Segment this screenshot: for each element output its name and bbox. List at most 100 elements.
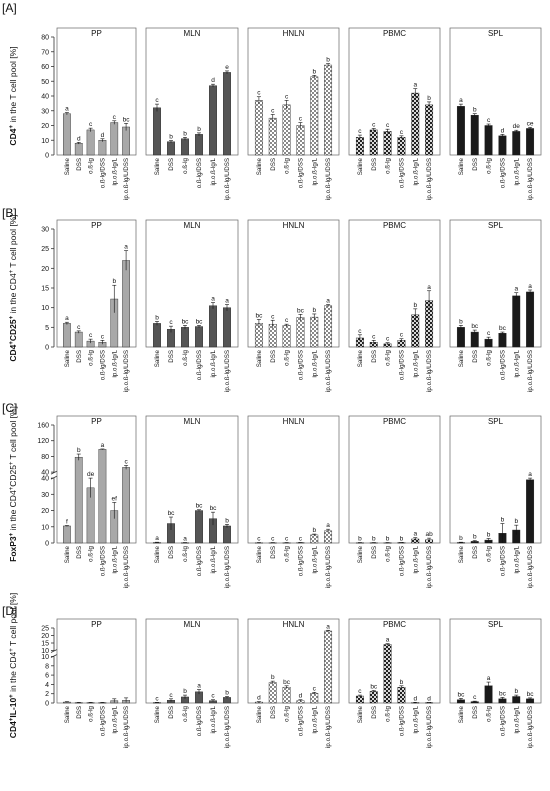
x-tick-label: ip.o.ß-lg/L bbox=[412, 349, 419, 377]
x-tick-label: o.ß-lg/DSS bbox=[499, 706, 506, 736]
chart-panel-d: [D]CD4+IL-10+ in the CD4+ T cell pool [%… bbox=[2, 593, 542, 748]
bar bbox=[397, 686, 406, 704]
significance-letter: f bbox=[66, 518, 68, 525]
x-tick-label: ip.o.ß-lg/L bbox=[111, 157, 118, 185]
x-tick-label: o.ß-lg/DSS bbox=[99, 706, 106, 736]
significance-letter: b bbox=[169, 134, 173, 141]
x-tick-label: DSS bbox=[168, 158, 175, 171]
x-tick-label: ip.o.ß-lg/L bbox=[513, 545, 520, 573]
x-tick-label: Saline bbox=[64, 545, 71, 563]
tissue-title: SPL bbox=[488, 417, 504, 426]
y-tick-label: 10 bbox=[41, 305, 49, 312]
x-tick-label: o.ß-lg bbox=[385, 349, 392, 365]
x-tick-label: o.ß-lg bbox=[284, 545, 291, 561]
tissue-title: MLN bbox=[184, 29, 201, 38]
significance-letter: bc bbox=[196, 318, 204, 325]
x-tick-label: Saline bbox=[458, 545, 465, 563]
x-tick-label: o.ß-lg bbox=[88, 157, 95, 173]
x-tick-label: ip.o.ß-lg/L bbox=[210, 349, 217, 377]
tissue-title: MLN bbox=[184, 620, 201, 629]
significance-letter: c bbox=[358, 128, 362, 135]
axis-break-mark bbox=[50, 475, 58, 480]
x-tick-label: o.ß-lg bbox=[182, 705, 189, 721]
significance-letter: bc bbox=[370, 683, 378, 690]
y-tick-label: 15 bbox=[41, 641, 49, 648]
bar bbox=[324, 305, 333, 348]
significance-letter: bc bbox=[168, 510, 176, 517]
y-axis-label: FoxP3+ in the CD4+CD25+ T cell pool [%] bbox=[8, 406, 18, 562]
x-tick-label: ip.o.ß-lg/L bbox=[513, 157, 520, 185]
y-tick-label: 0 bbox=[45, 345, 49, 352]
tissue-title: PBMC bbox=[383, 620, 406, 629]
y-tick-label: 5 bbox=[45, 325, 49, 332]
significance-letter: c bbox=[386, 336, 390, 343]
bar bbox=[526, 128, 535, 156]
bar bbox=[310, 316, 319, 348]
significance-letter: bc bbox=[527, 691, 535, 698]
significance-letter: d bbox=[501, 127, 505, 134]
y-tick-label: 80 bbox=[41, 35, 49, 42]
x-tick-label: DSS bbox=[168, 350, 175, 363]
x-tick-label: ip.o.ß-lg/L bbox=[311, 349, 318, 377]
bar bbox=[470, 331, 479, 348]
x-tick-label: ip.o.ß-lg/L/DSS bbox=[224, 706, 231, 748]
bar bbox=[63, 525, 71, 544]
bar bbox=[369, 129, 378, 156]
bar bbox=[470, 114, 479, 156]
bar bbox=[383, 131, 392, 156]
significance-letter: c bbox=[89, 121, 93, 128]
x-tick-label: o.ß-lg/DSS bbox=[297, 350, 304, 380]
y-tick-label: 20 bbox=[41, 508, 49, 515]
y-tick-label: 40 bbox=[41, 470, 49, 477]
significance-letter: b bbox=[459, 318, 463, 325]
x-tick-label: ip.o.ß-lg/L/DSS bbox=[527, 706, 534, 748]
x-tick-label: o.ß-lg bbox=[182, 545, 189, 561]
tissue-panel-mln: MLN c Saline b DSS b o.ß-lg b o.ß-lg/DSS d ip.o.ß-… bbox=[145, 27, 239, 200]
x-tick-label: ip.o.ß-lg/L/DSS bbox=[527, 158, 534, 200]
x-tick-label: Saline bbox=[64, 705, 71, 723]
bar bbox=[310, 534, 319, 544]
significance-letter: b bbox=[501, 517, 505, 524]
bar bbox=[63, 113, 71, 156]
x-tick-label: ip.o.ß-lg/L bbox=[111, 705, 118, 733]
bar bbox=[254, 100, 263, 156]
y-tick-label: 80 bbox=[41, 454, 49, 461]
significance-letter: bc bbox=[457, 691, 465, 698]
bar bbox=[110, 122, 119, 156]
x-tick-label: ip.o.ß-lg/L/DSS bbox=[426, 350, 433, 392]
tissue-frame bbox=[56, 219, 137, 348]
bar bbox=[167, 141, 175, 156]
bar bbox=[355, 695, 364, 704]
tissue-frame bbox=[348, 219, 441, 348]
x-tick-label: Saline bbox=[357, 349, 364, 367]
significance-letter: c bbox=[155, 695, 159, 702]
tissue-panel-spl: SPL a Saline b DSS c o.ß-lg d o.ß-lg/DSS de ip.o.ß… bbox=[449, 27, 542, 200]
significance-letter: c bbox=[169, 319, 173, 326]
significance-letter: c bbox=[77, 324, 81, 331]
significance-letter: b bbox=[358, 536, 362, 543]
x-tick-label: o.ß-lg/DSS bbox=[398, 546, 405, 576]
bar bbox=[209, 305, 217, 348]
axis-break-mark bbox=[50, 470, 58, 475]
x-tick-label: ip.o.ß-lg/L bbox=[210, 545, 217, 573]
x-tick-label: Saline bbox=[357, 705, 364, 723]
bar bbox=[526, 291, 535, 348]
x-tick-label: ip.o.ß-lg/L bbox=[412, 705, 419, 733]
significance-letter: a bbox=[326, 522, 330, 529]
x-tick-label: DSS bbox=[76, 546, 83, 559]
x-tick-label: o.ß-lg/DSS bbox=[398, 158, 405, 188]
significance-letter: b bbox=[487, 531, 491, 538]
significance-letter: c bbox=[257, 536, 261, 543]
bar bbox=[282, 686, 291, 704]
x-tick-label: o.ß-lg bbox=[88, 349, 95, 365]
tissue-frame bbox=[145, 415, 239, 544]
significance-letter: d bbox=[211, 77, 215, 84]
x-tick-label: o.ß-lg bbox=[284, 705, 291, 721]
y-tick-label: 30 bbox=[41, 227, 49, 234]
x-tick-label: ip.o.ß-lg/L/DSS bbox=[123, 350, 130, 392]
x-tick-label: o.ß-lg/DSS bbox=[196, 706, 203, 736]
y-tick-label: 10 bbox=[41, 524, 49, 531]
x-tick-label: o.ß-lg/DSS bbox=[398, 706, 405, 736]
significance-letter: c bbox=[313, 685, 317, 692]
